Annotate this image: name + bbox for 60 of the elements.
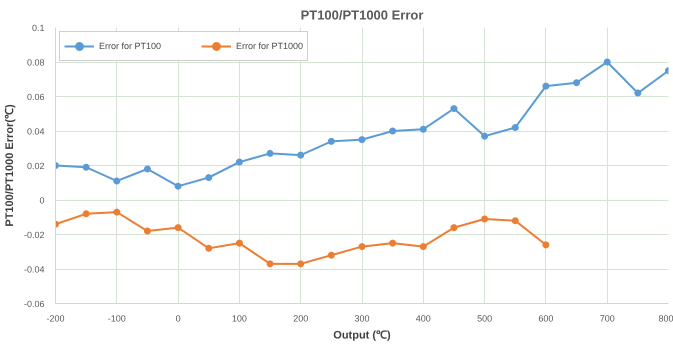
- x-axis-title: Output (℃): [333, 330, 392, 342]
- x-tick-label: 700: [600, 314, 615, 324]
- point: [205, 244, 212, 252]
- point: [450, 224, 458, 232]
- point: [512, 124, 519, 132]
- point: [542, 82, 550, 90]
- point: [420, 126, 427, 133]
- y-tick-label: 0.06: [26, 92, 45, 102]
- y-tick-label: -0.02: [24, 230, 44, 240]
- x-tick-label: 800: [658, 314, 673, 324]
- point: [236, 158, 243, 166]
- x-tick-label: -100: [108, 314, 126, 324]
- y-tick-label: 0.02: [26, 161, 45, 171]
- point: [144, 228, 151, 235]
- point: [174, 224, 182, 232]
- x-tick-label: 400: [416, 314, 431, 324]
- y-tick-label: -0.04: [24, 264, 44, 274]
- x-tick-label: 600: [538, 314, 554, 324]
- point: [358, 136, 366, 144]
- x-tick-label: 100: [232, 314, 247, 324]
- point: [328, 252, 335, 259]
- point: [266, 260, 274, 268]
- point: [389, 128, 396, 134]
- x-tick-label: -200: [46, 314, 65, 324]
- legend-label: Error for PT100: [99, 41, 162, 51]
- point: [481, 215, 488, 222]
- x-tick-label: 300: [354, 314, 370, 324]
- point: [266, 150, 274, 157]
- x-tick-label: 0: [176, 314, 181, 324]
- point: [542, 241, 550, 248]
- legend-label: Error for PT1000: [236, 41, 304, 51]
- point: [358, 243, 366, 250]
- y-axis-title: PT100/PT1000 Error(℃): [4, 104, 16, 227]
- point: [205, 174, 212, 182]
- point: [236, 240, 243, 247]
- point: [113, 208, 120, 216]
- y-tick-label: 0.04: [26, 126, 45, 136]
- point: [328, 138, 335, 145]
- point: [512, 217, 519, 224]
- y-tick-label: 0.08: [26, 58, 45, 68]
- point: [420, 243, 427, 250]
- x-tick-label: 200: [293, 314, 308, 324]
- y-tick-label: 0.1: [32, 23, 45, 33]
- chart-title: PT100/PT1000 Error: [300, 8, 424, 22]
- point: [634, 90, 642, 97]
- point: [113, 178, 120, 185]
- point: [144, 165, 151, 172]
- point: [450, 105, 458, 112]
- y-tick-label: 0: [39, 196, 45, 206]
- point: [389, 240, 396, 247]
- point: [82, 210, 90, 218]
- point: [481, 132, 488, 140]
- point: [82, 164, 90, 171]
- x-tick-label: 500: [477, 314, 492, 324]
- y-tick-label: -0.06: [24, 299, 44, 309]
- point: [297, 152, 304, 159]
- point: [174, 182, 182, 190]
- point: [604, 58, 611, 66]
- point: [297, 260, 304, 268]
- point: [573, 79, 580, 86]
